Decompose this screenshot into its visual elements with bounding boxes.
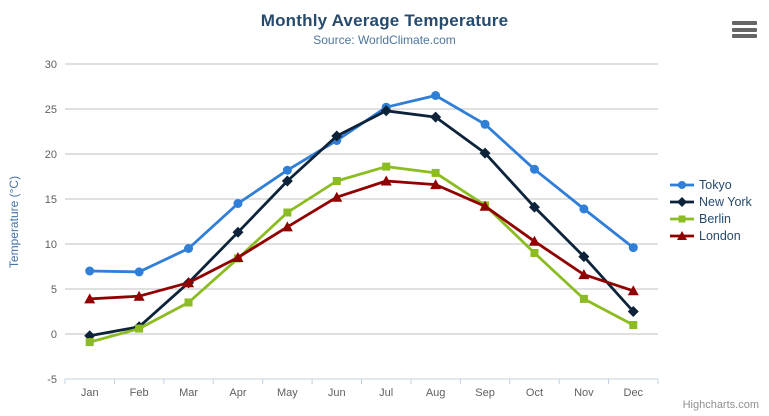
legend-item-berlin[interactable]: Berlin <box>670 210 752 227</box>
legend: Tokyo New York Berlin London <box>670 176 752 244</box>
y-axis-label: -5 <box>47 374 57 386</box>
chart-title: Monthly Average Temperature <box>260 11 509 30</box>
marker-tokyo[interactable] <box>529 164 539 174</box>
legend-item-london[interactable]: London <box>670 227 752 244</box>
y-axis-label: 15 <box>45 194 57 206</box>
x-axis-label: Jan <box>81 387 99 399</box>
legend-item-tokyo[interactable]: Tokyo <box>670 176 752 193</box>
y-axis-label: 20 <box>45 149 57 161</box>
marker-tokyo[interactable] <box>282 165 292 175</box>
y-axis-title: Temperature (°C) <box>7 176 21 268</box>
marker-tokyo[interactable] <box>579 204 589 214</box>
legend-symbol-tokyo[interactable] <box>678 180 686 189</box>
marker-berlin[interactable] <box>283 208 292 217</box>
hamburger-icon <box>732 27 757 32</box>
marker-new-york[interactable] <box>232 226 244 238</box>
marker-berlin[interactable] <box>530 249 539 257</box>
marker-london[interactable] <box>133 290 145 301</box>
marker-berlin[interactable] <box>332 177 341 185</box>
marker-tokyo[interactable] <box>480 119 490 129</box>
x-axis-label: Mar <box>179 387 198 399</box>
marker-london[interactable] <box>84 293 96 304</box>
x-axis-label: Oct <box>526 387 543 399</box>
legend-marker-tokyo <box>670 180 694 189</box>
y-axis-label: 25 <box>45 104 57 116</box>
credits-link[interactable]: Highcharts.com <box>682 399 759 411</box>
series-line-london[interactable] <box>88 179 635 301</box>
series-line-new-york[interactable] <box>88 109 635 338</box>
y-axis-label: 30 <box>45 59 57 71</box>
x-axis-label: Jun <box>328 387 346 399</box>
legend-label: Tokyo <box>699 177 732 192</box>
marker-london[interactable] <box>281 221 293 232</box>
y-axis-label: 5 <box>51 284 57 296</box>
marker-london[interactable] <box>627 285 639 296</box>
export-menu-button[interactable] <box>732 21 757 38</box>
x-axis-label: Jul <box>379 387 393 399</box>
legend-marker-new-york <box>670 196 694 207</box>
marker-london[interactable] <box>331 191 343 202</box>
marker-tokyo[interactable] <box>233 199 243 208</box>
hamburger-icon <box>732 34 757 38</box>
y-axis-label: 10 <box>45 239 57 251</box>
legend-symbol-london[interactable] <box>677 230 687 240</box>
y-axis-label: 0 <box>51 329 57 341</box>
marker-tokyo[interactable] <box>184 244 194 253</box>
marker-berlin[interactable] <box>135 324 144 333</box>
legend-marker-berlin <box>670 215 694 222</box>
marker-london[interactable] <box>380 175 392 186</box>
marker-tokyo[interactable] <box>431 91 441 100</box>
marker-berlin[interactable] <box>629 321 638 329</box>
x-axis-label: Apr <box>229 387 246 399</box>
marker-new-york[interactable] <box>578 251 590 263</box>
marker-tokyo[interactable] <box>628 243 638 253</box>
x-axis-label: Dec <box>624 387 644 399</box>
marker-berlin[interactable] <box>382 162 391 171</box>
legend-item-new-york[interactable]: New York <box>670 193 752 210</box>
marker-london[interactable] <box>578 269 590 280</box>
x-axis-label: Sep <box>475 387 495 399</box>
legend-label: London <box>699 228 741 243</box>
x-axis-label: Feb <box>130 387 149 399</box>
x-axis-label: Aug <box>426 387 446 399</box>
marker-new-york[interactable] <box>281 175 293 187</box>
marker-berlin[interactable] <box>431 168 440 177</box>
legend-label: Berlin <box>699 211 731 226</box>
marker-new-york[interactable] <box>331 130 343 142</box>
series-line-berlin[interactable] <box>88 165 635 344</box>
marker-london[interactable] <box>183 277 195 288</box>
x-axis-label: May <box>277 387 298 399</box>
marker-london[interactable] <box>479 200 491 211</box>
marker-new-york[interactable] <box>430 111 442 123</box>
marker-tokyo[interactable] <box>85 266 95 276</box>
marker-berlin[interactable] <box>184 298 193 307</box>
marker-london[interactable] <box>232 252 244 262</box>
hamburger-icon <box>732 21 757 25</box>
marker-new-york[interactable] <box>528 201 540 213</box>
chart-subtitle: Source: WorldClimate.com <box>313 33 456 47</box>
marker-london[interactable] <box>528 235 540 246</box>
marker-new-york[interactable] <box>479 147 491 159</box>
marker-london[interactable] <box>430 179 442 190</box>
x-axis-label: Nov <box>574 387 594 399</box>
marker-tokyo[interactable] <box>134 267 144 277</box>
marker-new-york[interactable] <box>627 306 639 317</box>
legend-symbol-berlin[interactable] <box>678 215 686 222</box>
legend-label: New York <box>699 194 752 209</box>
legend-marker-london <box>670 230 694 240</box>
marker-berlin[interactable] <box>85 338 94 347</box>
marker-berlin[interactable] <box>579 294 588 303</box>
legend-symbol-new-york[interactable] <box>677 196 687 207</box>
marker-new-york[interactable] <box>380 105 392 117</box>
